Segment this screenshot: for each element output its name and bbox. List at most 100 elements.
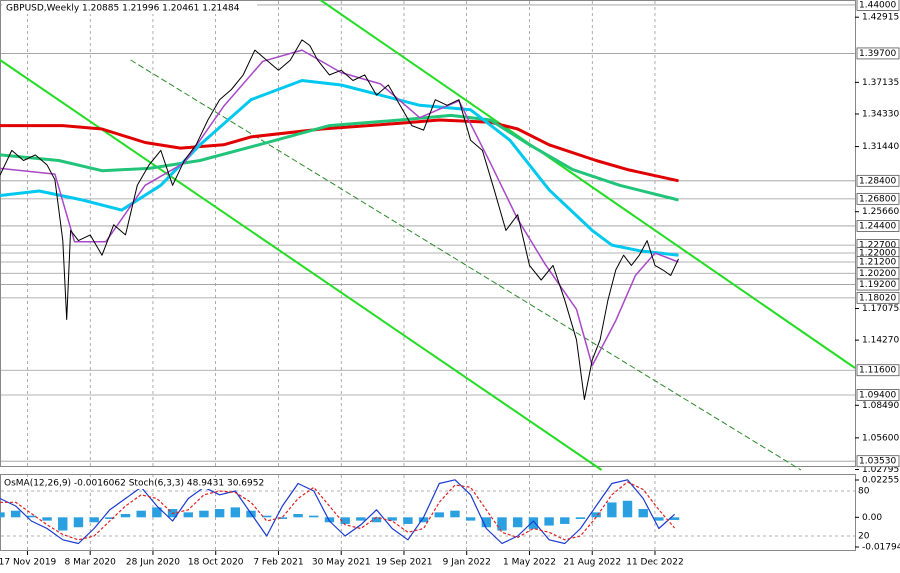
osma-bar: [230, 507, 241, 518]
osma-bar: [560, 517, 570, 524]
osma-bar: [136, 510, 146, 518]
osc-title-bg: [2, 477, 262, 489]
osma-bar: [654, 517, 664, 521]
level-label-box: [856, 174, 900, 187]
x-tick-label: 8 Mar 2020: [65, 558, 117, 568]
osma-bar: [575, 517, 586, 519]
trendline: [130, 59, 802, 471]
osma-bar: [403, 517, 413, 524]
main-panel: [0, 0, 856, 467]
y-tick-label: 1.17075: [862, 304, 899, 314]
series-line: [0, 481, 676, 541]
osma-bar: [669, 517, 680, 520]
osma-bar: [73, 517, 84, 528]
osma-bar: [418, 517, 429, 523]
chart-title: GBPUSD,Weekly 1.20885 1.21996 1.20461 1.…: [6, 4, 240, 14]
level-label: 1.24400: [859, 221, 896, 231]
y-tick-label: 1.37135: [862, 78, 899, 88]
osma-bar: [434, 512, 444, 518]
level-label: 1.22000: [859, 248, 896, 258]
x-tick-label: 18 Oct 2020: [188, 558, 244, 568]
osma-bar: [324, 517, 335, 523]
level-label-box: [856, 220, 900, 232]
osma-bar: [293, 513, 303, 518]
level-label-box: [856, 278, 900, 291]
y-tick-label: 0.00: [862, 513, 882, 523]
osma-bar: [607, 502, 617, 518]
osma-bar: [199, 510, 209, 518]
x-tick-label: 11 Dec 2022: [626, 558, 684, 568]
level-label: 1.44000: [859, 0, 896, 10]
osma-bar: [450, 510, 460, 518]
x-tick-label: 1 May 2022: [503, 558, 556, 568]
osma-bar: [497, 517, 507, 531]
osma-bar: [591, 512, 601, 518]
x-tick-label: 30 May 2021: [312, 558, 371, 568]
series-line: [0, 39, 679, 400]
y2-tick-label: 80: [858, 487, 870, 497]
osma-bar: [638, 509, 648, 518]
series-line: [0, 49, 679, 367]
y-tick-label: 1.42915: [862, 13, 899, 23]
level-label: 1.18020: [859, 293, 896, 303]
osma-bar: [261, 515, 272, 518]
osma-bar: [89, 517, 99, 523]
level-label: 1.03530: [859, 457, 896, 467]
level-label: 1.21200: [859, 258, 896, 268]
osma-bar: [26, 515, 37, 518]
y-tick-label: 1.05600: [862, 433, 899, 443]
oscillator-title: OsMA(12,26,9) -0.0016062 Stoch(6,3,3) 48…: [4, 479, 264, 489]
y2-tick-label: 20: [858, 532, 870, 542]
y-tick-label: 1.08490: [862, 401, 899, 411]
osma-bar: [214, 509, 225, 518]
osma-bar: [481, 517, 492, 528]
osma-bar: [58, 517, 68, 531]
x-tick-label: 28 Jun 2020: [126, 558, 180, 568]
series-line: [0, 113, 679, 202]
level-label-box: [856, 389, 900, 401]
osma-bar: [387, 517, 397, 521]
title-bg: [2, 1, 257, 14]
osma-bar: [371, 517, 382, 523]
level-label-box: [856, 0, 900, 11]
series-line: [0, 479, 676, 545]
y-tick-label: 1.31440: [862, 142, 899, 152]
osma-bar: [465, 517, 476, 521]
trendline: [319, 0, 856, 369]
osma-bar: [528, 517, 539, 529]
x-tick-label: 19 Sep 2021: [375, 558, 432, 568]
level-label: 1.22700: [859, 241, 896, 251]
osma-bar: [622, 500, 633, 518]
x-tick-label: 7 Feb 2021: [253, 558, 303, 568]
osma-bar: [513, 517, 523, 528]
y-tick-label: -0.0179484: [862, 543, 900, 553]
x-tick-label: 17 Nov 2019: [0, 558, 57, 568]
osma-bar: [356, 517, 366, 521]
osma-bar: [152, 507, 162, 518]
osma-bar: [105, 517, 115, 519]
y-tick-label: 1.34330: [862, 109, 899, 119]
osma-bar: [544, 517, 554, 526]
level-label-box: [856, 47, 900, 60]
osma-bar: [340, 517, 350, 524]
x-tick-label: 9 Jan 2022: [443, 558, 491, 568]
level-label-box: [856, 455, 900, 468]
level-label: 1.19200: [859, 280, 896, 290]
series-line: [0, 118, 679, 183]
osma-bar: [10, 510, 21, 518]
y-tick-label: 1.02795: [862, 465, 899, 475]
osma-bar: [0, 512, 5, 518]
level-label: 1.39700: [859, 49, 896, 59]
level-label: 1.09400: [859, 391, 896, 401]
osma-bar: [42, 517, 52, 521]
y-tick-label: 1.14270: [862, 336, 899, 346]
level-label-box: [856, 364, 900, 377]
osma-bar: [183, 512, 193, 518]
y-tick-label: 0.0225525: [862, 476, 900, 486]
level-label: 1.28400: [859, 176, 896, 186]
series-line: [0, 79, 679, 257]
osma-bar: [309, 515, 319, 518]
osma-bar: [277, 517, 288, 519]
level-label: 1.11600: [859, 366, 896, 376]
osma-bar: [120, 513, 131, 518]
